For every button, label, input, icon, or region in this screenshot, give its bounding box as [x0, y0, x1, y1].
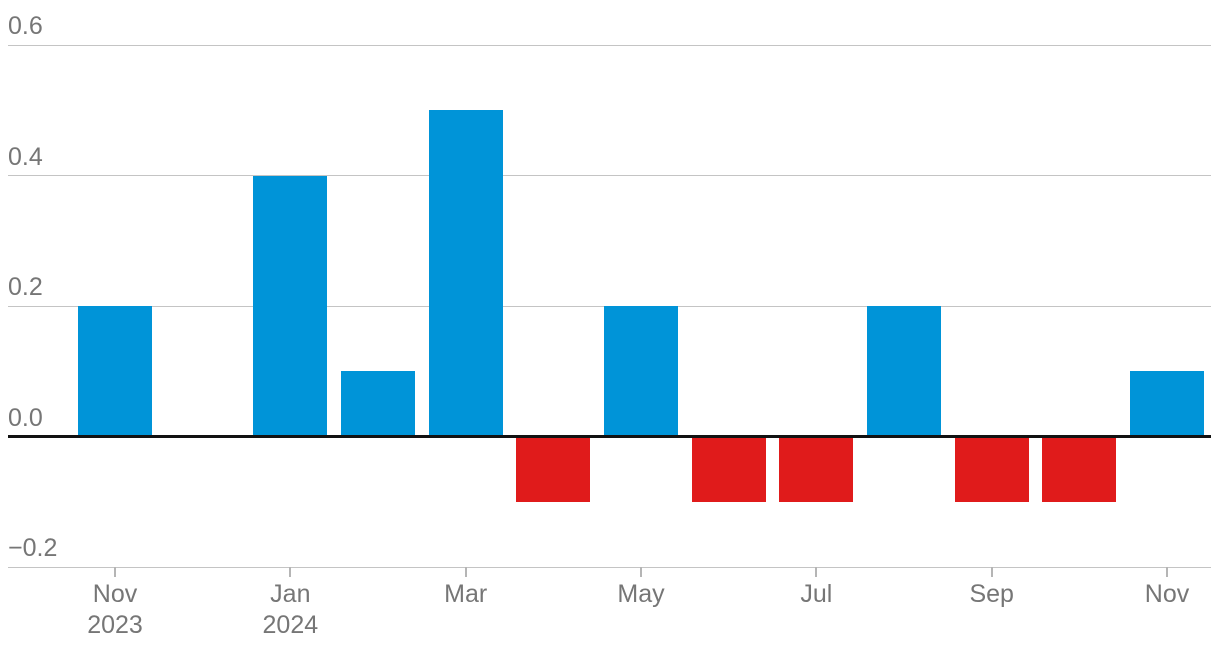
x-axis-tick	[640, 567, 643, 577]
x-axis-tick-label: Jan 2024	[262, 580, 319, 639]
x-axis-tick-label: Mar	[444, 580, 488, 608]
x-axis-tick	[464, 567, 467, 577]
x-axis-tick	[1166, 567, 1169, 577]
bar-apr-2024	[516, 436, 591, 502]
x-axis-tick-label: Nov	[1144, 580, 1190, 608]
bar-jan-2024	[253, 175, 328, 437]
bar-aug-2024	[867, 306, 942, 437]
gridline-0.4	[8, 175, 1211, 176]
bar-feb-2024	[341, 371, 415, 437]
x-axis-tick-label: Nov 2023	[87, 580, 143, 639]
x-axis-tick	[114, 567, 116, 577]
zero-baseline	[8, 435, 1211, 438]
bar-may-2024	[604, 306, 679, 437]
bar-nov-2023	[78, 306, 152, 437]
bar-nov-2024	[1130, 371, 1205, 437]
x-axis-tick-label: Jul	[800, 580, 833, 608]
gridline-0.6	[8, 44, 1211, 46]
x-axis-tick-label: May	[617, 580, 665, 608]
y-axis-tick-label: 0.2	[8, 273, 43, 301]
x-axis-tick-label: Sep	[969, 580, 1014, 608]
bar-sep-2024	[954, 436, 1029, 502]
x-axis-tick	[289, 567, 292, 577]
bar-jun-2024	[691, 436, 766, 502]
y-axis-tick-label: 0.6	[8, 12, 43, 40]
x-axis-tick	[990, 567, 993, 577]
bar-jul-2024	[779, 436, 854, 502]
x-axis-tick	[815, 567, 818, 577]
bar-mar-2024	[428, 110, 503, 437]
bar-oct-2024	[1042, 436, 1117, 502]
gridline-−0.2	[8, 566, 1211, 568]
y-axis-tick-label: −0.2	[8, 534, 58, 562]
y-axis-tick-label: 0.0	[8, 403, 43, 432]
y-axis-tick-label: 0.4	[8, 142, 43, 171]
